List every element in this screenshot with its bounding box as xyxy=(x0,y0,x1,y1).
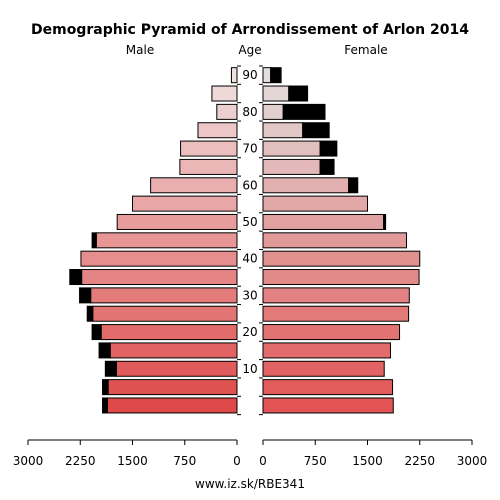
female-extra-bar-85-89 xyxy=(288,85,309,102)
male-bar-80-84 xyxy=(216,103,238,120)
age-tick-label-40: 40 xyxy=(242,252,257,266)
male-bar-5-9 xyxy=(107,379,238,396)
female-bar-5-9 xyxy=(262,379,394,396)
female-bar-10-14 xyxy=(262,360,385,377)
male-bar-70-74 xyxy=(180,140,238,157)
female-bar-60-64 xyxy=(262,177,350,194)
female-x-tick-label-0: 0 xyxy=(259,454,267,468)
age-tick-label-30: 30 xyxy=(242,288,257,302)
age-tick-label-90: 90 xyxy=(242,68,257,82)
female-label: Female xyxy=(344,43,387,57)
female-extra-bar-80-84 xyxy=(282,103,326,120)
female-bar-30-34 xyxy=(262,287,410,304)
male-bar-85-89 xyxy=(211,85,238,102)
female-bar-45-49 xyxy=(262,232,408,249)
age-tick-label-50: 50 xyxy=(242,215,257,229)
male-extra-bar-35-39 xyxy=(69,269,83,286)
male-bar-50-54 xyxy=(116,213,238,230)
male-bar-30-34 xyxy=(90,287,238,304)
female-extra-bar-65-69 xyxy=(319,158,335,175)
age-label: Age xyxy=(238,43,261,57)
female-x-tick-label-4: 3000 xyxy=(457,454,488,468)
male-x-tick-label-2: 1500 xyxy=(117,454,148,468)
male-x-tick-label-1: 2250 xyxy=(65,454,96,468)
chart-title: Demographic Pyramid of Arrondissement of… xyxy=(31,22,469,38)
female-bar-50-54 xyxy=(262,213,385,230)
male-extra-bar-45-49 xyxy=(91,232,97,249)
age-tick-label-80: 80 xyxy=(242,105,257,119)
female-x-tick-label-1: 750 xyxy=(304,454,327,468)
age-tick-label-10: 10 xyxy=(242,362,257,376)
female-extra-bar-70-74 xyxy=(319,140,338,157)
female-bar-65-69 xyxy=(262,158,321,175)
male-bar-45-49 xyxy=(95,232,238,249)
female-bar-85-89 xyxy=(262,85,290,102)
axes-group: 90 80 70 60 50 40 30 20 10 3000 2250 1500 750 0 0 750 15… xyxy=(13,65,488,468)
male-bar-25-29 xyxy=(92,305,238,322)
male-bar-10-14 xyxy=(115,360,238,377)
female-bar-35-39 xyxy=(262,269,420,286)
female-bar-20-24 xyxy=(262,324,401,341)
bars-group xyxy=(69,67,421,414)
male-extra-bar-10-14 xyxy=(104,360,117,377)
age-tick-label-70: 70 xyxy=(242,142,257,156)
male-extra-bar-5-9 xyxy=(102,379,109,396)
female-x-tick-label-3: 2250 xyxy=(404,454,435,468)
male-bar-15-19 xyxy=(109,342,238,359)
male-extra-bar-15-19 xyxy=(98,342,111,359)
female-extra-bar-75-79 xyxy=(302,122,330,139)
age-tick-label-60: 60 xyxy=(242,178,257,192)
source-label: www.iz.sk/RBE341 xyxy=(195,477,305,491)
female-bar-75-79 xyxy=(262,122,304,139)
male-bar-65-69 xyxy=(179,158,238,175)
male-bar-35-39 xyxy=(81,269,238,286)
male-x-tick-label-0: 3000 xyxy=(13,454,44,468)
male-bar-75-79 xyxy=(197,122,238,139)
female-bar-25-29 xyxy=(262,305,410,322)
female-x-tick-label-2: 1500 xyxy=(352,454,383,468)
female-extra-bar-60-64 xyxy=(348,177,359,194)
male-extra-bar-30-34 xyxy=(79,287,92,304)
female-bar-0-4 xyxy=(262,397,394,414)
male-bar-60-64 xyxy=(150,177,238,194)
male-extra-bar-20-24 xyxy=(91,324,102,341)
female-extra-bar-90+ xyxy=(270,67,282,84)
male-bar-20-24 xyxy=(100,324,238,341)
age-tick-label-20: 20 xyxy=(242,325,257,339)
male-bar-90+ xyxy=(230,67,238,84)
male-bar-0-4 xyxy=(106,397,238,414)
male-x-tick-label-3: 750 xyxy=(173,454,196,468)
female-bar-80-84 xyxy=(262,103,284,120)
female-bar-55-59 xyxy=(262,195,368,212)
male-extra-bar-0-4 xyxy=(102,397,108,414)
male-extra-bar-25-29 xyxy=(86,305,94,322)
male-bar-55-59 xyxy=(132,195,238,212)
female-bar-15-19 xyxy=(262,342,391,359)
female-bar-70-74 xyxy=(262,140,321,157)
female-bar-90+ xyxy=(262,67,272,84)
male-x-tick-label-4: 0 xyxy=(233,454,241,468)
female-extra-bar-50-54 xyxy=(383,213,387,230)
female-bar-40-44 xyxy=(262,250,421,267)
male-label: Male xyxy=(126,43,154,57)
male-bar-40-44 xyxy=(80,250,238,267)
